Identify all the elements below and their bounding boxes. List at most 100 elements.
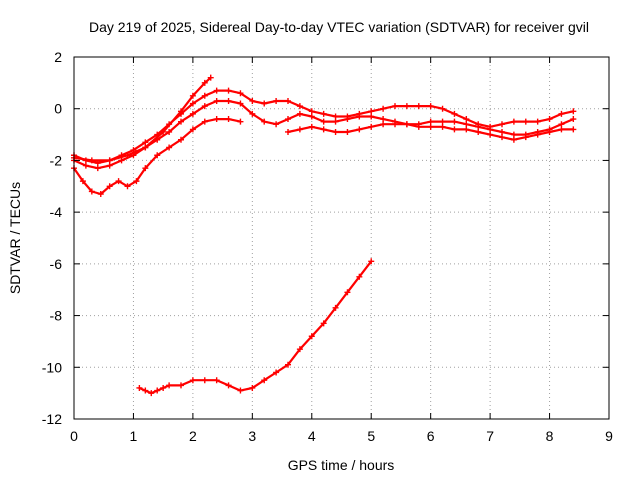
axis-ticks [73,56,610,420]
data-point [296,110,303,117]
data-point [510,131,517,138]
data-point [201,377,208,384]
data-point [332,113,339,120]
x-tick-label: 1 [130,428,138,444]
data-point [380,116,387,123]
data-point [249,110,256,117]
data-point [154,387,161,394]
data-point [201,92,208,99]
data-point [368,123,375,130]
data-point [142,139,149,146]
data-point [356,113,363,120]
data-point [285,116,291,123]
data-point [522,134,529,141]
data-point [237,387,244,394]
data-point [178,136,184,143]
data-point [160,384,167,391]
data-point [392,103,398,110]
data-point [439,123,446,130]
data-point [189,377,196,384]
x-tick-label: 4 [308,428,316,444]
data-point [463,121,470,128]
data-point [451,110,458,117]
data-point [213,87,220,94]
data-point [273,121,280,128]
data-point [213,377,220,384]
data-point [403,121,410,128]
data-point [237,118,244,125]
x-tick-label: 9 [605,428,613,444]
y-tick-label: -4 [50,204,63,220]
data-point [261,100,268,107]
data-point [178,118,184,125]
data-point [475,123,482,130]
data-point [213,116,220,123]
data-point [403,103,410,110]
data-point [510,136,517,143]
x-tick-label: 8 [546,428,554,444]
data-point [166,144,173,151]
data-point [124,152,131,159]
data-point [225,87,232,94]
data-point [97,191,104,198]
data-point [225,116,232,123]
data-point [546,128,553,135]
data-point [332,304,339,311]
data-point [320,110,327,117]
data-point [237,100,244,107]
plot-frame [73,56,610,420]
data-point [160,128,167,135]
y-tick-label: -10 [42,359,62,375]
data-point [273,97,280,104]
chart-title: Day 219 of 2025, Sidereal Day-to-day VTE… [89,19,589,35]
data-point [296,103,303,110]
data-point [356,273,363,280]
data-point [308,113,315,120]
data-point [79,178,86,185]
data-point [106,183,113,190]
data-series [71,74,577,397]
data-point [308,123,315,130]
data-point [115,178,122,185]
y-tick-label: -2 [50,152,63,168]
data-point [308,108,315,115]
data-point [225,97,232,104]
data-point [332,118,339,125]
x-tick-label: 7 [486,428,494,444]
series-track-e [285,121,577,143]
data-point [201,103,208,110]
data-point [142,165,149,172]
data-point [451,118,458,125]
data-point [166,382,173,389]
x-tick-label: 3 [248,428,256,444]
x-tick-label: 2 [189,428,197,444]
data-point [106,162,113,169]
data-point [451,126,458,133]
data-point [124,183,131,190]
data-point [249,384,256,391]
y-tick-label: -6 [50,256,63,272]
data-point [487,131,494,138]
data-point [499,128,505,135]
data-point [201,118,208,125]
data-point [261,118,268,125]
data-point [249,97,256,104]
data-point [118,157,125,164]
data-point [439,118,446,125]
data-point [166,128,173,135]
data-point [558,110,565,117]
data-point [207,74,214,81]
data-point [285,128,291,135]
y-tick-label: -12 [42,411,62,427]
data-point [142,387,149,394]
data-point [225,382,232,389]
x-tick-label: 5 [367,428,375,444]
data-point [356,126,363,133]
data-point [392,121,398,128]
x-axis-title: GPS time / hours [288,457,395,473]
data-point [320,126,327,133]
data-point [296,126,303,133]
data-point [522,118,529,125]
y-tick-label: 0 [54,101,62,117]
data-point [380,105,387,112]
